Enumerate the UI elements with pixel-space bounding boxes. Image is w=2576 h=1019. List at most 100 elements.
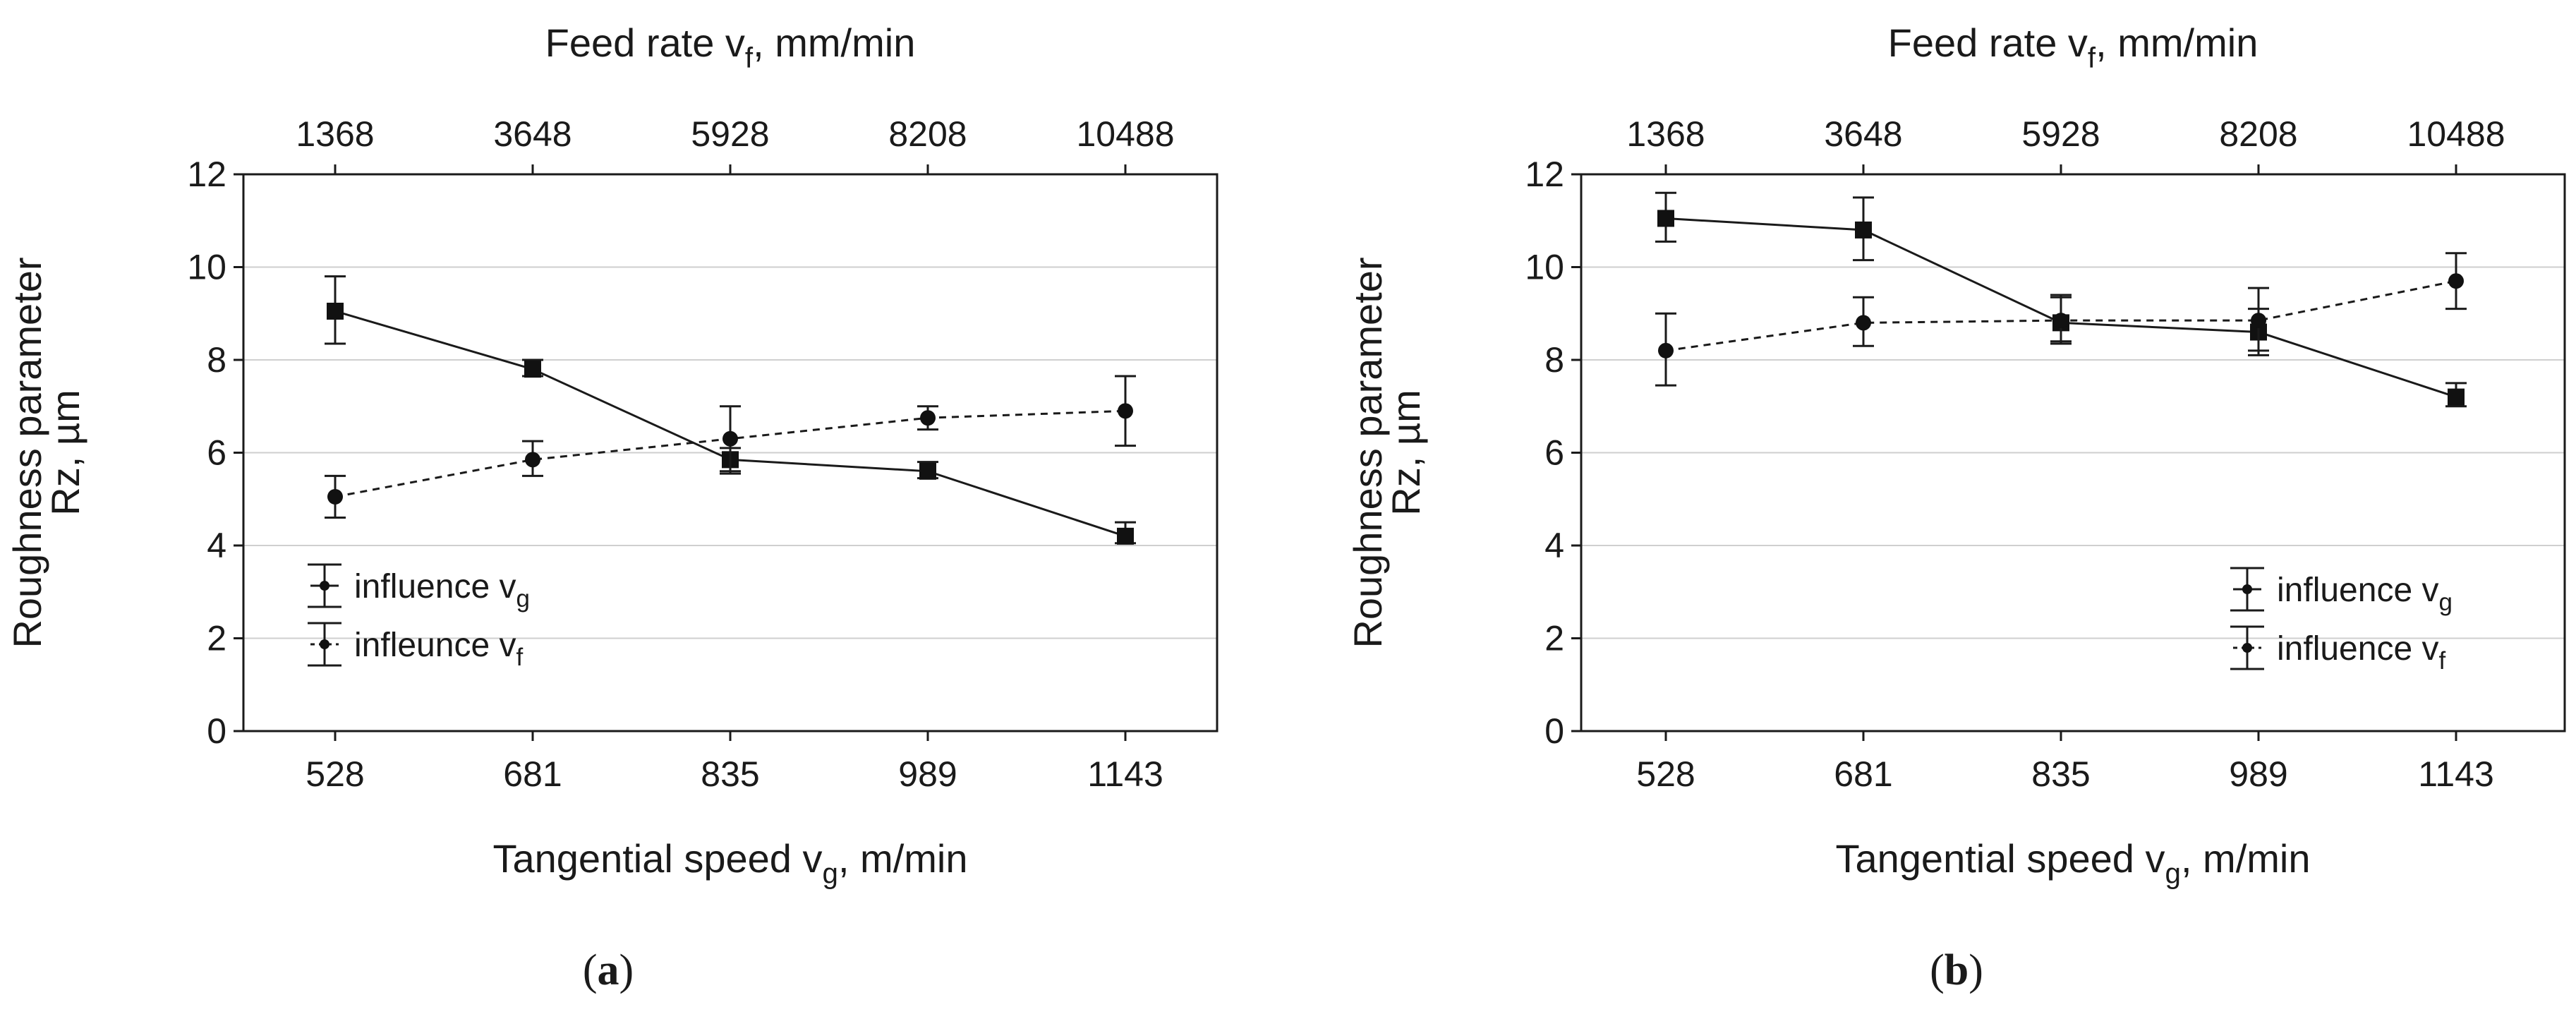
top-x-tick-label: 10488 [2407,114,2505,154]
legend-marker [320,639,329,649]
x-tick-label: 528 [306,754,364,794]
y-tick-label: 2 [207,619,226,658]
series-circle [1655,252,2467,387]
data-point-circle [2053,313,2069,329]
y-axis-title-line1: Roughness parameter [5,257,49,648]
y-tick-label: 10 [187,248,226,287]
top-axis-title-subscript: f [2088,42,2096,74]
panel-caption: (a) [583,946,634,994]
y-tick-label: 6 [207,433,226,473]
y-tick-label: 4 [207,526,226,565]
data-point-circle [2251,313,2266,329]
x-axis-title: Tangential speed vg, m/min [1836,836,2311,890]
y-tick-label: 0 [1544,711,1564,751]
top-x-tick-label: 8208 [888,114,967,154]
x-axis-title-subscript: g [2165,857,2181,890]
x-tick-label: 989 [2229,754,2287,794]
x-tick-label: 835 [2031,754,2090,794]
legend-label: influence vf [2277,630,2445,675]
y-tick-label: 12 [1525,155,1564,194]
y-axis-title-line1: Roughness parameter [1346,257,1390,648]
x-tick-label: 528 [1636,754,1695,794]
data-point-circle [722,430,738,447]
top-axis-title: Feed rate vf, mm/min [1888,20,2258,74]
legend-label-text: infleunce v [354,627,516,664]
x-axis-title-text: Tangential speed v [1836,836,2165,881]
top-axis-title-unit: , mm/min [2096,20,2258,65]
top-axis-title-unit: , mm/min [753,20,915,65]
top-x-tick-label: 1368 [1626,114,1705,154]
panel-caption-open: ( [1930,946,1945,994]
legend-label-subscript: f [516,644,523,671]
chart-panel-a: 0 2 4 6 8 10 12 528 681 835 989 1143 1368 3648 5928 820… [5,20,1219,890]
y-tick-label: 6 [1544,433,1564,473]
panel-caption-close: ) [619,946,634,994]
x-tick-label: 989 [898,754,957,794]
top-axis-title-text: Feed rate v [545,20,745,65]
top-axis-title-text: Feed rate v [1888,20,2088,65]
legend-label-text: influence v [354,568,516,605]
data-point-circle [1856,315,1871,331]
top-x-tick-label: 10488 [1076,114,1174,154]
x-axis-title: Tangential speed vg, m/min [493,836,968,890]
x-tick-label: 681 [1834,754,1892,794]
data-point-square [919,462,936,480]
x-axis-title-unit: , m/min [2181,836,2311,881]
legend-marker [320,581,329,591]
data-point-square [327,302,344,320]
legend-marker [2242,584,2252,594]
data-point-circle [920,410,936,426]
panel-caption-close: ) [1969,946,1983,994]
data-point-circle [2448,273,2464,289]
data-point-circle [1658,342,1674,358]
top-x-tick-label: 1368 [296,114,374,154]
top-x-tick-label: 8208 [2219,114,2297,154]
x-axis-title-unit: , m/min [838,836,968,881]
top-axis-title-subscript: f [745,42,754,74]
data-point-square [524,361,541,378]
x-tick-label: 1143 [2418,754,2494,794]
x-tick-label: 1143 [1087,754,1163,794]
panel-caption: (b) [1930,946,1983,994]
panel-caption-letter: b [1945,946,1969,994]
panel-caption-letter: a [598,946,619,994]
y-axis-title-line2: Rz, µm [43,390,87,515]
top-x-tick-label: 5928 [691,114,769,154]
data-point-square [1657,210,1674,227]
top-x-tick-label: 3648 [1824,114,1902,154]
data-point-circle [1118,403,1133,419]
top-x-tick-label: 3648 [493,114,572,154]
series-circle [325,375,1136,519]
legend-label-subscript: g [516,585,529,613]
x-axis-title-subscript: g [823,857,838,890]
x-axis-title-text: Tangential speed v [493,836,823,881]
y-tick-label: 8 [207,340,226,380]
legend: influence vg influence vf [2230,567,2453,675]
y-tick-label: 4 [1544,526,1564,565]
top-axis-title: Feed rate vf, mm/min [545,20,916,74]
legend-label-text: influence v [2277,630,2438,668]
data-point-square [1855,221,1872,239]
legend-label: infleunce vf [354,627,523,671]
panel-caption-open: ( [583,946,598,994]
legend-label-subscript: g [2438,589,2452,616]
data-point-square [2448,388,2465,406]
y-tick-label: 10 [1525,248,1564,287]
data-point-square [1117,527,1134,545]
y-tick-label: 8 [1544,340,1564,380]
x-tick-label: 681 [503,754,562,794]
y-tick-label: 0 [207,711,226,751]
chart-panel-b: 0 2 4 6 8 10 12 528 681 835 989 1143 1368 3648 5928 820… [1346,20,2566,890]
y-axis-title-line2: Rz, µm [1384,390,1428,515]
x-tick-label: 835 [701,754,759,794]
top-x-tick-label: 5928 [2021,114,2100,154]
legend-label: influence vg [354,568,530,613]
legend-label-text: influence v [2277,572,2438,609]
data-point-circle [525,452,540,468]
y-tick-label: 2 [1544,619,1564,658]
data-point-circle [327,488,343,505]
y-tick-label: 12 [187,155,226,194]
legend-label: influence vg [2277,572,2453,616]
